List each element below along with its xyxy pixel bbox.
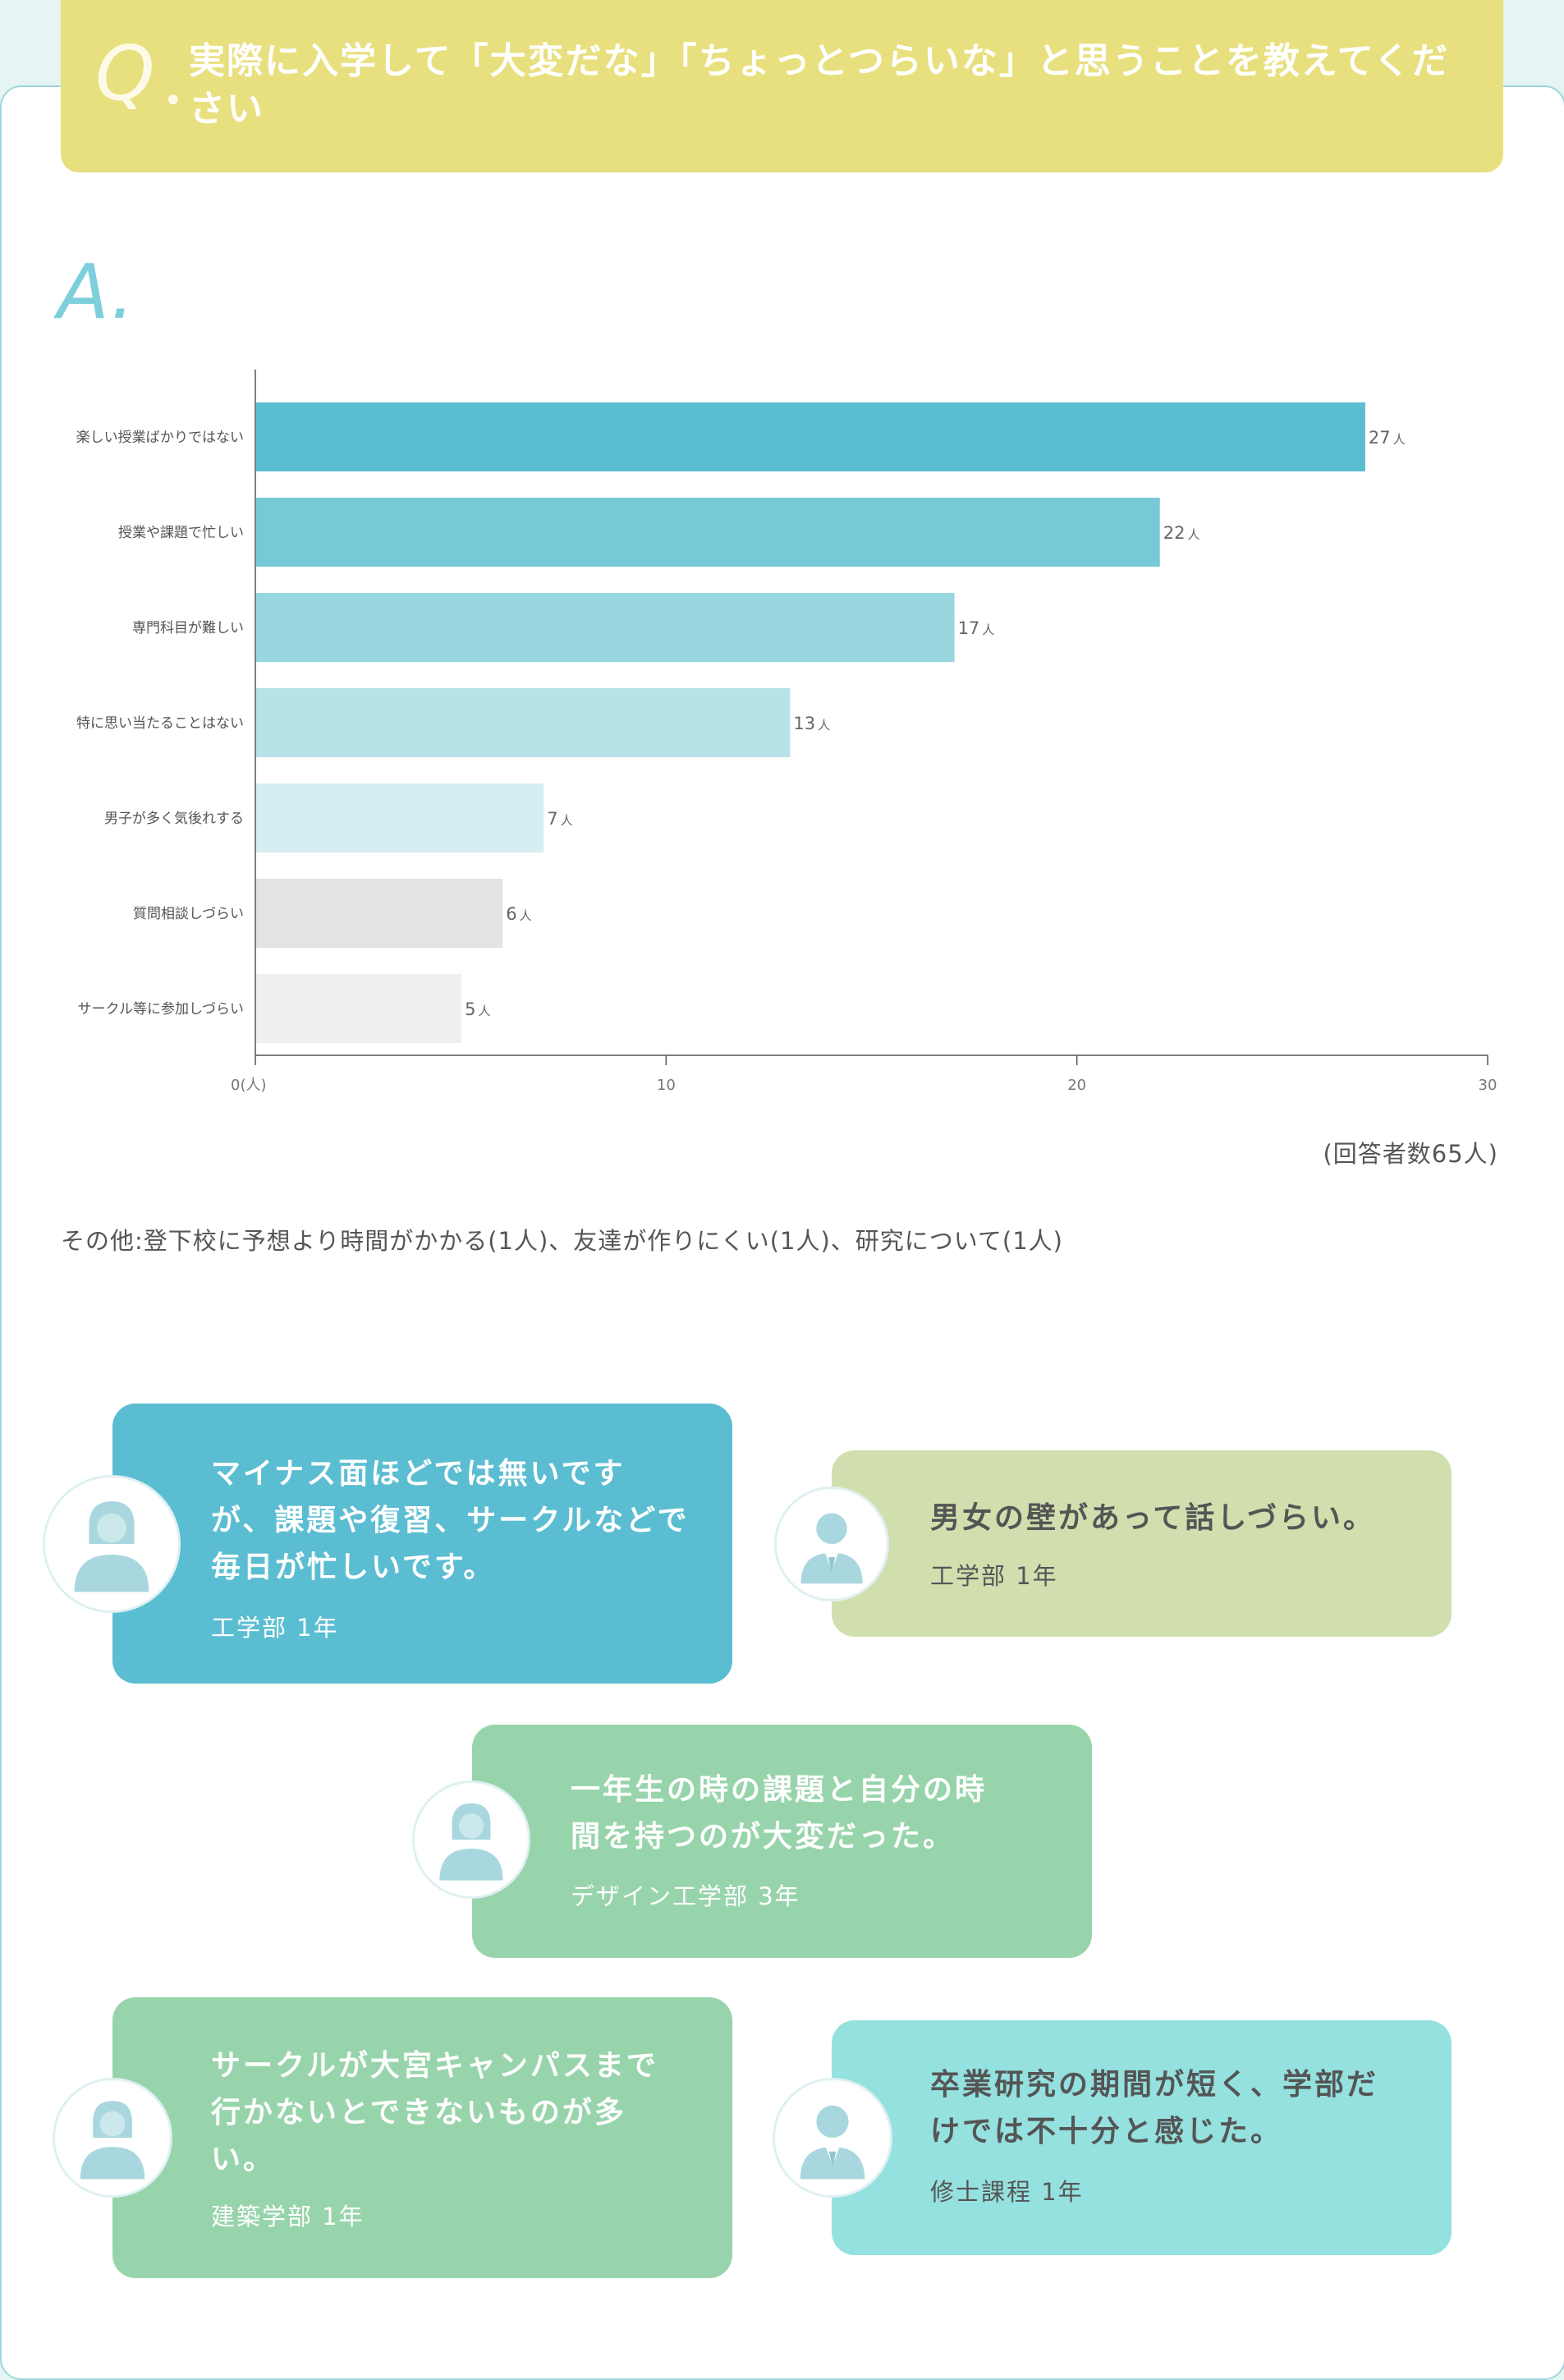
comment-author: デザイン工学部 3年	[571, 1882, 800, 1910]
comment-bubble: マイナス面ほどでは無いです が、課題や復習、サークルなどで 毎日が忙しいです。 …	[112, 1404, 732, 1684]
category-label: 男子が多く気後れする	[104, 811, 244, 827]
value-label: 22 人	[1163, 523, 1200, 543]
comment-bubble: 男女の壁があって話しづらい。 工学部 1年	[832, 1450, 1452, 1637]
bar	[256, 402, 1365, 471]
comment-line: 行かないとできないものが多	[211, 2096, 626, 2130]
value-label: 13 人	[793, 714, 830, 733]
category-label: 楽しい授業ばかりではない	[76, 430, 244, 446]
respondent-count: (回答者数65人)	[1323, 1140, 1498, 1168]
comment-text: 一年生の時の課題と自分の時 間を持つのが大変だった。	[571, 1767, 1080, 1860]
comment-line: 卒業研究の期間が短く、学部だ	[930, 2068, 1379, 2102]
female-student-icon	[43, 1475, 181, 1613]
comment-line: 男女の壁があって話しづらい。	[930, 1501, 1376, 1535]
bar	[256, 879, 503, 948]
comment-line: が、課題や復習、サークルなどで	[211, 1504, 690, 1537]
comment-line: サークルが大宮キャンパスまで	[211, 2049, 658, 2083]
x-tick-label: 20	[1067, 1077, 1086, 1094]
comment-line: 間を持つのが大変だった。	[571, 1820, 956, 1854]
comment-bubble: 卒業研究の期間が短く、学部だ けでは不十分と感じた。 修士課程 1年	[832, 2020, 1452, 2255]
bar	[256, 783, 544, 852]
comment-text: 卒業研究の期間が短く、学部だ けでは不十分と感じた。	[930, 2061, 1439, 2155]
category-label: 質問相談しづらい	[133, 906, 244, 922]
bar	[256, 688, 791, 757]
x-tick-label: 10	[657, 1077, 676, 1094]
category-label: 専門科目が難しい	[132, 620, 244, 636]
comment-text: サークルが大宮キャンパスまで 行かないとできないものが多 い。	[211, 2042, 712, 2183]
comment-author: 工学部 1年	[930, 1562, 1058, 1590]
comment-author: 建築学部 1年	[211, 2203, 365, 2231]
category-label: 特に思い当たることはない	[76, 715, 244, 732]
comment-author: 工学部 1年	[211, 1614, 339, 1642]
comment-text: マイナス面ほどでは無いです が、課題や復習、サークルなどで 毎日が忙しいです。	[211, 1450, 712, 1591]
bar	[256, 593, 955, 662]
comment-bubble: 一年生の時の課題と自分の時 間を持つのが大変だった。 デザイン工学部 3年	[472, 1725, 1092, 1958]
comment-line: けでは不十分と感じた。	[930, 2115, 1283, 2148]
comment-bubble: サークルが大宮キャンパスまで 行かないとできないものが多 い。 建築学部 1年	[112, 1997, 732, 2278]
question-banner: Q • 実際に入学して「大変だな」「ちょっとつらいな」と思うことを教えてください	[61, 0, 1503, 172]
category-label: 授業や課題で忙しい	[118, 525, 244, 541]
question-mark-dot: •	[163, 82, 183, 120]
x-tick-label: 0(人)	[231, 1077, 267, 1094]
question-mark: Q	[95, 30, 155, 117]
comment-line: 一年生の時の課題と自分の時	[571, 1773, 988, 1807]
bar	[256, 974, 462, 1043]
category-label: サークル等に参加しづらい	[78, 1001, 244, 1018]
female-student-icon	[53, 2078, 172, 2198]
value-label: 17 人	[958, 618, 995, 638]
value-label: 27 人	[1369, 428, 1406, 448]
bar	[256, 498, 1160, 567]
comment-line: 毎日が忙しいです。	[211, 1551, 496, 1584]
male-student-icon	[774, 1486, 889, 1601]
question-text: 実際に入学して「大変だな」「ちょっとつらいな」と思うことを教えてください	[189, 40, 1450, 130]
female-student-icon	[412, 1780, 530, 1899]
other-answers-note: その他:登下校に予想より時間がかかる(1人)、友達が作りにくい(1人)、研究につ…	[61, 1227, 1063, 1255]
x-tick-label: 30	[1479, 1077, 1497, 1094]
comment-line: マイナス面ほどでは無いです	[211, 1457, 626, 1491]
male-student-icon	[773, 2078, 892, 2198]
answer-mark: A.	[57, 248, 135, 336]
comment-line: い。	[211, 2143, 276, 2176]
comment-text: 男女の壁があって話しづらい。	[930, 1495, 1439, 1541]
comment-author: 修士課程 1年	[930, 2178, 1084, 2206]
